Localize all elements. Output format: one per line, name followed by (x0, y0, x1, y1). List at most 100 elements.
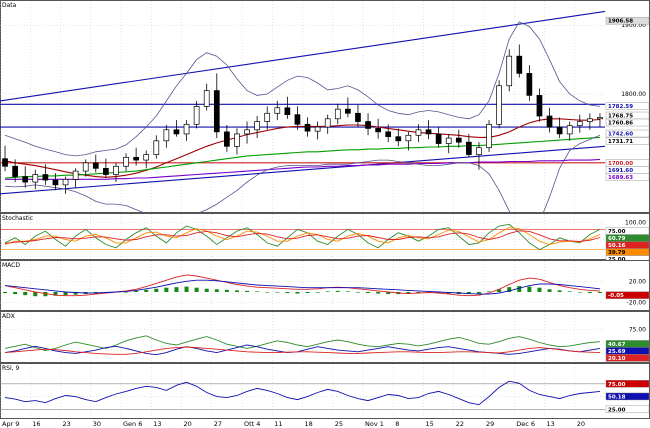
rsi-value-tag-text: 50.18 (608, 394, 626, 400)
price-value-tag-text: 1906.58 (608, 19, 633, 25)
candle-body (556, 126, 563, 135)
macd-histogram-bar (224, 289, 229, 292)
candle-body (345, 108, 351, 114)
candle-body (123, 156, 129, 167)
adx-series-line (4, 346, 601, 355)
candle-body (244, 129, 250, 135)
macd-value-tag-text: -0.05 (608, 293, 624, 299)
price-tick-label: 1800.00 (621, 91, 646, 98)
macd-histogram-bar (73, 291, 78, 295)
macd-panel: 20.00 -20.00 MACD -0.05 (0, 260, 650, 311)
candle-body (143, 154, 150, 161)
candle-body (12, 165, 18, 177)
macd-tick-label: -20.00 (627, 300, 647, 307)
candle-body (355, 112, 361, 122)
macd-histogram-bar (587, 291, 592, 294)
candle-body (445, 137, 452, 144)
adx-series-line (4, 344, 601, 356)
macd-histogram-bar (245, 290, 250, 292)
macd-histogram-bar (194, 287, 199, 292)
candle-body (62, 178, 69, 186)
macd-histogram-bar (527, 286, 532, 292)
stochastic-value-tag-text: 39.79 (608, 250, 626, 256)
candle-body (193, 106, 200, 125)
rsi-value-tag (605, 405, 650, 414)
x-axis-label: Dec 6 (516, 420, 535, 428)
candle-body (506, 55, 513, 87)
candle-body (183, 123, 190, 135)
candle-body (113, 165, 119, 175)
price-tick-label: 1900.00 (621, 22, 646, 29)
x-axis-label: Apr 9 (2, 420, 19, 428)
candle-body (566, 125, 573, 135)
rsi-frame (0, 363, 650, 419)
x-axis-label: Nov 1 (365, 420, 384, 428)
price-value-tag-text: 1760.86 (608, 121, 633, 127)
macd-histogram-bar (497, 289, 502, 292)
price-series-line (4, 118, 601, 178)
macd-frame (0, 260, 650, 311)
price-title: Data (2, 2, 17, 9)
stochastic-series-line (4, 223, 601, 251)
candle-body (365, 121, 371, 129)
macd-histogram-bar (547, 289, 552, 292)
candle-body (425, 129, 432, 135)
candle-body (203, 90, 210, 107)
macd-histogram-bar (154, 288, 159, 292)
macd-histogram-bar (466, 291, 471, 295)
candle-body (32, 174, 39, 183)
x-axis-label: 18 (305, 420, 313, 428)
candle-body (395, 136, 402, 142)
candle-body (405, 134, 412, 142)
candle-body (476, 147, 482, 155)
x-axis-label: Gen 6 (123, 420, 142, 428)
candle-body (163, 129, 170, 142)
x-axis-label: 27 (214, 420, 222, 428)
macd-histogram-bar (355, 291, 360, 293)
macd-histogram-bar (325, 291, 330, 293)
candle-body (597, 117, 603, 120)
candle-body (415, 129, 422, 136)
macd-histogram-bar (507, 287, 512, 292)
candle-body (385, 131, 392, 138)
price-value-tag-text: 1691.60 (608, 168, 633, 174)
x-axis-label: 8 (395, 420, 399, 428)
price-value-tag-text: 1782.59 (608, 104, 633, 110)
x-axis-label: 23 (63, 420, 71, 428)
stochastic-series-line (4, 230, 601, 244)
macd-histogram-bar (517, 286, 522, 292)
rsi-title: RSI, 9 (2, 365, 20, 372)
macd-histogram-bar (184, 286, 189, 292)
x-axis-label: 15 (426, 420, 434, 428)
adx-value-tag (605, 354, 650, 362)
candle-body (82, 162, 89, 172)
trend-line (0, 10, 606, 102)
macd-histogram-bar (315, 291, 320, 293)
candle-body (22, 176, 29, 183)
x-axis-label: 20 (577, 420, 585, 428)
rsi-value-tag (605, 392, 650, 401)
candle-body (234, 133, 240, 147)
candle-body (334, 108, 341, 120)
candle-body (103, 167, 109, 175)
candle-body (435, 133, 442, 144)
macd-histogram-bar (295, 291, 300, 294)
candle-body (587, 118, 593, 122)
rsi-value-tag-text: 25.00 (608, 407, 626, 413)
rsi-value-tag (605, 380, 650, 388)
price-value-tag (605, 173, 650, 181)
candle-body (254, 121, 260, 131)
macd-histogram-bar (63, 291, 68, 296)
candle-body (536, 95, 543, 117)
price-value-tag-text: 1689.63 (608, 175, 633, 181)
x-axis-label: 22 (456, 420, 464, 428)
stochastic-tick-label: 100.00 (625, 220, 646, 227)
candle-body (324, 118, 331, 128)
macd-histogram-bar (204, 288, 209, 292)
price-series-line (5, 158, 601, 180)
candle-body (314, 126, 321, 132)
candle-body (153, 140, 160, 155)
macd-histogram-bar (255, 291, 260, 293)
macd-histogram-bar (13, 291, 18, 295)
